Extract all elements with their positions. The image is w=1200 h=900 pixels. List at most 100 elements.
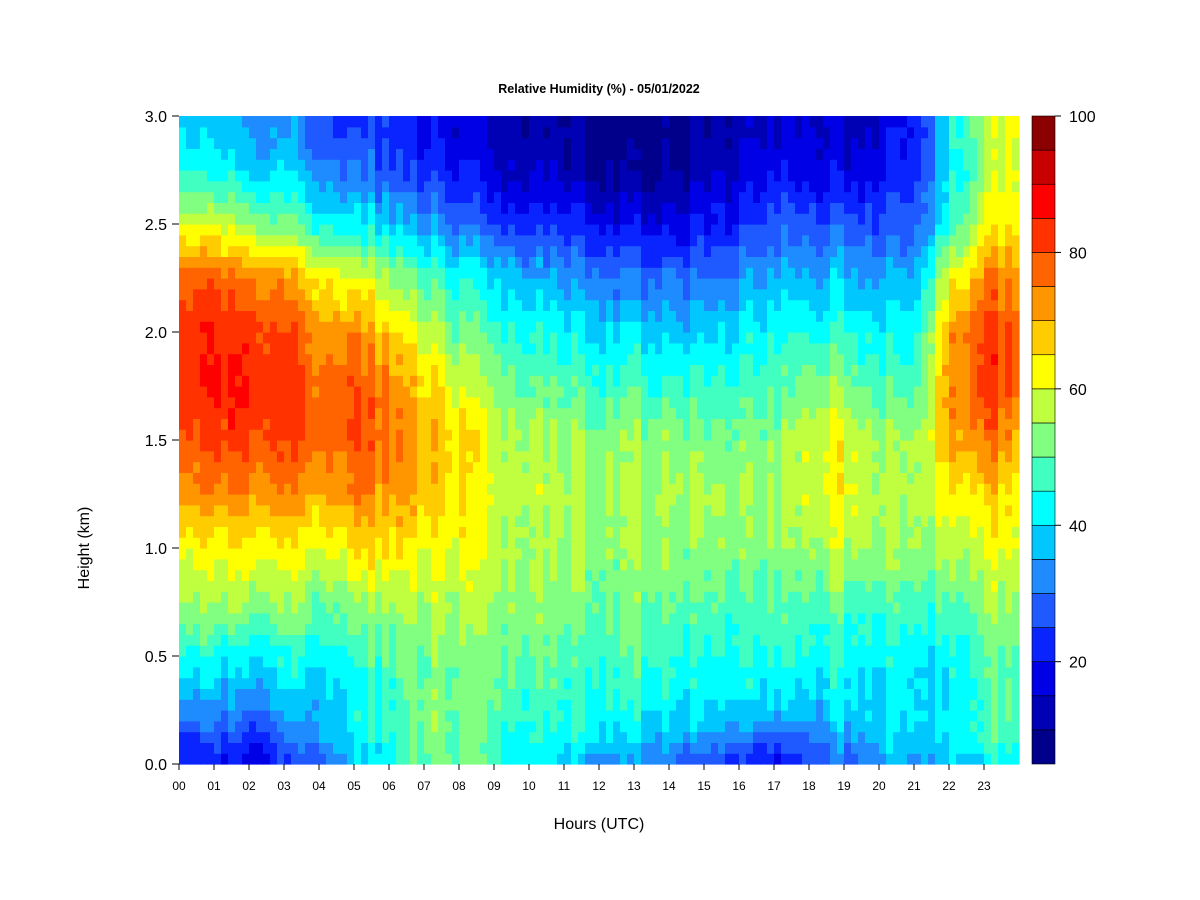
heatmap-cell — [410, 137, 418, 149]
heatmap-cell — [585, 407, 593, 419]
heatmap-cell — [382, 440, 390, 452]
heatmap-cell — [242, 526, 250, 538]
heatmap-cell — [193, 461, 201, 473]
heatmap-cell — [382, 202, 390, 214]
heatmap-cell — [221, 720, 229, 733]
heatmap-cell — [613, 612, 621, 625]
heatmap-cell — [389, 429, 397, 441]
heatmap-cell — [340, 688, 348, 700]
heatmap-cell — [494, 731, 502, 743]
heatmap-cell — [613, 418, 621, 430]
heatmap-cell — [291, 548, 299, 560]
heatmap-cell — [417, 699, 425, 711]
heatmap-cell — [648, 677, 656, 689]
heatmap-cell — [193, 656, 201, 668]
heatmap-cell — [389, 515, 397, 527]
heatmap-cell — [396, 332, 404, 344]
heatmap-cell — [725, 245, 733, 257]
heatmap-cell — [676, 450, 684, 463]
heatmap-cell — [711, 494, 719, 506]
heatmap-cell — [725, 537, 733, 549]
heatmap-cell — [473, 461, 481, 473]
heatmap-cell — [571, 364, 579, 376]
heatmap-cell — [676, 170, 684, 182]
heatmap-cell — [263, 288, 271, 301]
heatmap-cell — [242, 472, 250, 484]
heatmap-cell — [718, 137, 726, 149]
heatmap-cell — [305, 126, 313, 139]
heatmap-cell — [179, 245, 187, 257]
heatmap-cell — [361, 418, 369, 430]
heatmap-cell — [326, 440, 334, 452]
heatmap-cell — [277, 407, 285, 419]
heatmap-cell — [249, 299, 257, 311]
heatmap-cell — [256, 591, 264, 603]
heatmap-cell — [186, 202, 194, 214]
heatmap-cell — [641, 461, 649, 473]
heatmap-cell — [669, 645, 677, 657]
heatmap-cell — [543, 224, 551, 236]
heatmap-cell — [284, 494, 292, 506]
heatmap-cell — [466, 688, 474, 700]
heatmap-cell — [613, 472, 621, 484]
heatmap-cell — [319, 742, 327, 754]
heatmap-cell — [641, 720, 649, 733]
heatmap-cell — [487, 645, 495, 657]
heatmap-cell — [249, 580, 257, 592]
heatmap-cell — [739, 634, 747, 646]
heatmap-cell — [585, 126, 593, 139]
heatmap-cell — [494, 332, 502, 344]
heatmap-cell — [263, 353, 271, 365]
heatmap-cell — [641, 202, 649, 214]
heatmap-cell — [361, 234, 369, 247]
heatmap-cell — [760, 634, 768, 646]
heatmap-cell — [522, 472, 530, 484]
heatmap-cell — [361, 407, 369, 419]
heatmap-cell — [599, 461, 607, 473]
heatmap-cell — [277, 483, 285, 495]
heatmap-cell — [382, 450, 390, 463]
heatmap-cell — [515, 472, 523, 484]
heatmap-cell — [305, 450, 313, 463]
heatmap-cell — [403, 148, 411, 160]
heatmap-cell — [522, 710, 530, 722]
heatmap-cell — [291, 213, 299, 225]
heatmap-cell — [382, 137, 390, 149]
heatmap-cell — [403, 720, 411, 733]
heatmap-cell — [494, 504, 502, 517]
heatmap-cell — [326, 602, 334, 614]
heatmap-cell — [361, 548, 369, 560]
heatmap-cell — [501, 159, 509, 171]
heatmap-cell — [424, 278, 432, 290]
heatmap-cell — [515, 731, 523, 743]
heatmap-cell — [431, 504, 439, 517]
heatmap-cell — [501, 461, 509, 473]
heatmap-cell — [746, 213, 754, 225]
heatmap-cell — [711, 720, 719, 733]
heatmap-cell — [487, 742, 495, 754]
heatmap-cell — [354, 353, 362, 365]
heatmap-cell — [501, 126, 509, 139]
heatmap-cell — [564, 321, 572, 333]
heatmap-cell — [690, 494, 698, 506]
heatmap-cell — [515, 180, 523, 193]
heatmap-cell — [592, 213, 600, 225]
heatmap-cell — [515, 418, 523, 430]
heatmap-cell — [669, 580, 677, 592]
heatmap-cell — [249, 494, 257, 506]
heatmap-cell — [487, 753, 495, 765]
heatmap-cell — [676, 666, 684, 679]
heatmap-cell — [578, 558, 586, 571]
heatmap-cell — [564, 310, 572, 322]
heatmap-cell — [606, 461, 614, 473]
heatmap-cell — [655, 256, 663, 268]
heatmap-cell — [494, 720, 502, 733]
heatmap-cell — [186, 656, 194, 668]
heatmap-cell — [256, 558, 264, 571]
heatmap-cell — [571, 558, 579, 571]
heatmap-cell — [368, 440, 376, 452]
heatmap-cell — [284, 634, 292, 646]
heatmap-cell — [578, 429, 586, 441]
heatmap-cell — [305, 504, 313, 517]
heatmap-cell — [676, 472, 684, 484]
